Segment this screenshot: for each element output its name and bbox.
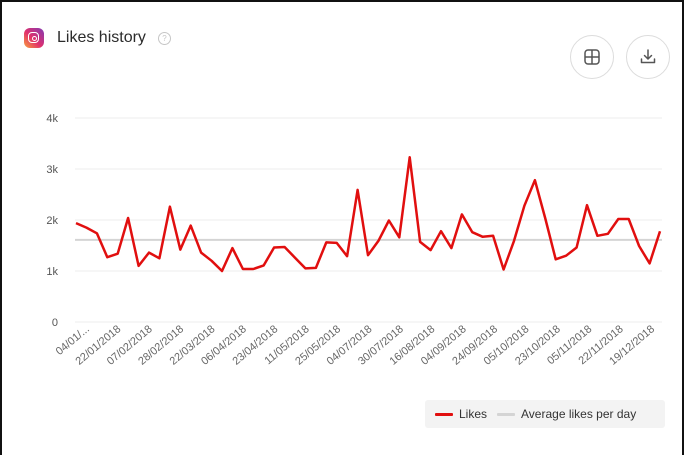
legend-label-likes: Likes — [459, 407, 488, 421]
gridlines — [75, 117, 662, 323]
y-tick-label: 2k — [46, 215, 58, 227]
chart-title: Likes history — [57, 29, 146, 46]
legend-item-average[interactable]: Average likes per day — [497, 407, 636, 421]
chart-card — [10, 12, 674, 455]
table-view-button[interactable] — [570, 35, 614, 79]
y-tick-label: 1k — [46, 266, 58, 278]
legend-item-likes[interactable]: Likes — [435, 407, 487, 421]
grid-icon — [584, 49, 600, 65]
series-line-likes — [75, 156, 662, 273]
chart-header: Likes history ? — [24, 28, 171, 48]
chart-legend: Likes Average likes per day — [425, 400, 665, 428]
x-axis-ticks: 04/01/...22/01/201807/02/201828/02/20182… — [54, 323, 657, 368]
legend-label-average: Average likes per day — [521, 407, 637, 421]
instagram-icon — [24, 28, 44, 48]
y-tick-label: 4k — [46, 113, 58, 125]
legend-swatch-average — [497, 412, 516, 416]
series-lines — [75, 156, 662, 273]
help-icon[interactable]: ? — [157, 31, 171, 45]
y-tick-label: 3k — [46, 164, 58, 176]
y-axis-ticks: 0 1k 2k 3k 4k — [46, 113, 58, 329]
download-button[interactable] — [626, 35, 670, 79]
y-tick-label: 0 — [52, 317, 58, 329]
download-icon — [640, 49, 656, 64]
legend-swatch-likes — [435, 412, 453, 416]
